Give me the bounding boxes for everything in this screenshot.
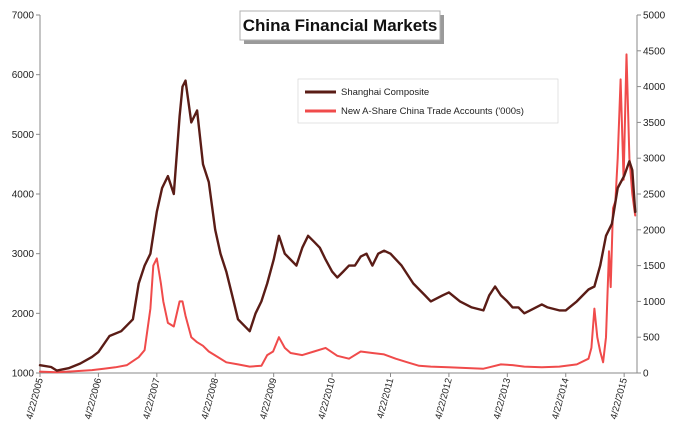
x-tick-label: 4/22/2007 bbox=[141, 377, 163, 421]
x-tick-label: 4/22/2014 bbox=[550, 377, 572, 421]
chart-title: China Financial Markets bbox=[243, 16, 438, 35]
y-right-tick-label: 1500 bbox=[643, 261, 666, 272]
y-right-tick-label: 2500 bbox=[643, 190, 666, 201]
x-tick-label: 4/22/2006 bbox=[83, 377, 105, 421]
legend-frame bbox=[297, 78, 559, 124]
y-right-tick-label: 4500 bbox=[643, 46, 666, 57]
y-right-tick-label: 3500 bbox=[643, 118, 666, 129]
legend: Shanghai Composite New A-Share China Tra… bbox=[297, 78, 559, 124]
y-left-tick-label: 3000 bbox=[12, 249, 35, 260]
x-tick-label: 4/22/2005 bbox=[24, 377, 46, 421]
x-tick-label: 4/22/2013 bbox=[492, 377, 514, 421]
y-right-tick-label: 4000 bbox=[643, 82, 666, 93]
series-layer bbox=[38, 53, 637, 374]
x-tick-label: 4/22/2011 bbox=[375, 377, 396, 420]
y-left-tick-label: 2000 bbox=[12, 309, 35, 320]
title-box: China Financial Markets bbox=[239, 10, 444, 44]
title-frame bbox=[239, 10, 441, 41]
y-right-tick-label: 5000 bbox=[643, 11, 666, 22]
y-right-tick-label: 3000 bbox=[643, 154, 666, 165]
legend-label-shanghai: Shanghai Composite bbox=[341, 87, 429, 98]
y-right-tick-label: 500 bbox=[643, 333, 660, 344]
y-right-tick-label: 2000 bbox=[643, 225, 666, 236]
y-left-tick-label: 6000 bbox=[12, 70, 35, 81]
series-line-new-accounts bbox=[39, 53, 637, 374]
x-tick-label: 4/22/2008 bbox=[200, 377, 222, 421]
y-left-tick-label: 7000 bbox=[12, 11, 35, 22]
y-left-tick-label: 4000 bbox=[12, 190, 35, 201]
y-left-tick-label: 1000 bbox=[12, 369, 35, 380]
x-tick-label: 4/22/2012 bbox=[433, 377, 455, 421]
y-left-tick-label: 5000 bbox=[12, 130, 35, 141]
legend-label-accounts: New A-Share China Trade Accounts ('000s) bbox=[341, 106, 524, 117]
x-tick-label: 4/22/2010 bbox=[316, 377, 338, 421]
x-tick-label: 4/22/2015 bbox=[608, 377, 630, 421]
axes: 1000 2000 3000 4000 5000 6000 7000 0 500 1000 1500… bbox=[12, 11, 666, 421]
x-tick-label: 4/22/2009 bbox=[258, 377, 280, 421]
series-line-shanghai-composite bbox=[38, 79, 637, 372]
y-right-tick-label: 0 bbox=[643, 369, 649, 380]
y-right-tick-label: 1000 bbox=[643, 297, 666, 308]
